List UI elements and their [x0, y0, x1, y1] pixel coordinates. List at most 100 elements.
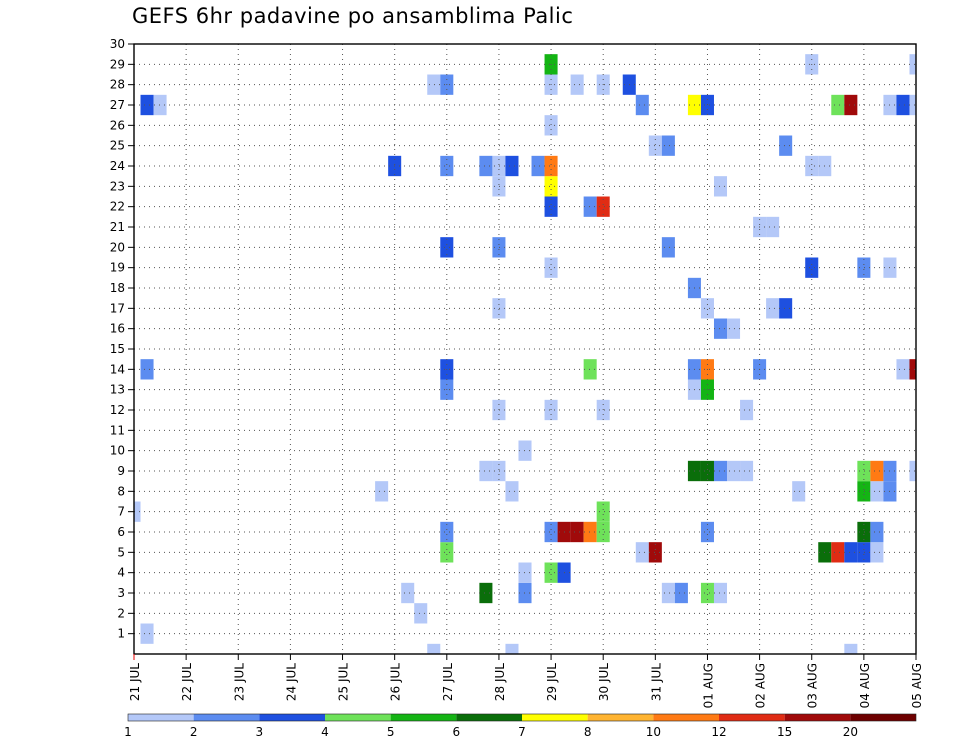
heatmap-cell [857, 542, 871, 563]
heatmap-cell [674, 582, 688, 604]
heatmap-cell [440, 155, 454, 177]
heatmap-cell [492, 176, 506, 197]
colorbar-tick-label: 12 [711, 725, 726, 739]
y-tick-label: 27 [110, 98, 125, 112]
heatmap-cell [896, 94, 910, 116]
y-tick-label: 16 [110, 322, 125, 336]
heatmap-cell [713, 318, 728, 339]
heatmap-cell [544, 562, 558, 583]
x-axis-tick-labels: 21 JUL 22 JUL 23 JUL 24 JUL 25 JUL 26 JUL 27 J… [128, 663, 924, 709]
heatmap-cell [661, 237, 675, 258]
y-tick-label: 21 [110, 220, 125, 234]
heatmap-cell [857, 257, 871, 278]
y-tick-label: 4 [117, 566, 125, 580]
heatmap-cell [140, 359, 154, 380]
x-tick-label: 01 AUG [701, 663, 715, 708]
x-tick-label: 28 JUL [493, 663, 507, 701]
y-tick-label: 19 [110, 261, 125, 275]
heatmap-cell [427, 74, 441, 95]
heatmap-cell [479, 155, 493, 177]
colorbar-tick-label: 4 [321, 725, 329, 739]
heatmap-cell [779, 298, 793, 319]
colorbar-tick-label: 5 [387, 725, 395, 739]
heatmap-cell [492, 460, 506, 482]
y-tick-label: 14 [110, 362, 125, 376]
grid-layer [134, 43, 916, 654]
colorbar-frame [127, 713, 917, 722]
chart-title: GEFS 6hr padavine po ansamblima Palic [132, 4, 574, 28]
heatmap-cell [831, 94, 845, 116]
heatmap-cell [140, 94, 154, 116]
x-tick-label: 24 JUL [284, 663, 298, 701]
heatmap-cell [479, 582, 493, 604]
colorbar-segment [390, 714, 457, 721]
heatmap-cell [440, 521, 454, 543]
heatmap-cell [857, 481, 871, 502]
heatmap-cell [857, 460, 871, 482]
x-tick-label: 05 AUG [910, 663, 924, 708]
heatmap-cell [401, 582, 415, 604]
y-tick-label: 3 [117, 586, 125, 600]
colorbar-tick-label: 10 [646, 725, 661, 739]
heatmap-cell [596, 501, 610, 522]
heatmap-cell [479, 460, 493, 482]
heatmap-cell [440, 542, 454, 563]
colorbar-segment [128, 714, 194, 721]
y-tick-label: 8 [117, 484, 125, 498]
x-tick-label: 31 JUL [649, 663, 663, 701]
heatmap-cell [700, 298, 714, 319]
colorbar: 1 2 3 4 5 6 7 8 10 12 15 20 [124, 713, 917, 739]
colorbar-segment [653, 714, 719, 721]
heatmap-cell [727, 318, 741, 339]
heatmap-cell [740, 399, 754, 421]
x-tick-label: 23 JUL [232, 663, 246, 701]
colorbar-tick-label: 7 [518, 725, 526, 739]
heatmap-cell [583, 359, 597, 380]
heatmap-cell [805, 257, 819, 278]
heatmap-cell [134, 501, 141, 522]
heatmap-cell [583, 521, 597, 543]
heatmap-cell [375, 481, 389, 502]
x-tick-label: 30 JUL [597, 663, 611, 701]
heatmap-cell [713, 460, 728, 482]
y-tick-label: 1 [117, 627, 125, 641]
heatmap-cell [544, 196, 558, 217]
x-tick-label: 27 JUL [441, 663, 455, 701]
heatmap-cell [661, 135, 675, 156]
heatmap-cell [870, 460, 884, 482]
heatmap-cell [727, 460, 741, 482]
x-tick-label: 26 JUL [389, 663, 403, 701]
y-tick-label: 13 [110, 383, 125, 397]
heatmap-cell [909, 460, 916, 482]
heatmap-cell [700, 521, 714, 543]
heatmap-cell [700, 460, 714, 482]
colorbar-tick-label: 8 [584, 725, 592, 739]
x-tick-label: 03 AUG [806, 663, 820, 708]
heatmap-cell [713, 176, 728, 197]
heatmap-cell [857, 521, 871, 543]
axis-ticks [128, 43, 917, 660]
colorbar-tick-label: 2 [190, 725, 198, 739]
heatmap-cell [831, 542, 845, 563]
x-tick-label: 21 JUL [128, 663, 142, 701]
heatmap-cell [596, 196, 610, 217]
y-tick-label: 18 [110, 281, 125, 295]
heatmap-cell [544, 257, 558, 278]
heatmap-cell [570, 74, 584, 95]
colorbar-tick-label: 1 [124, 725, 132, 739]
y-tick-label: 15 [110, 342, 125, 356]
y-tick-label: 25 [110, 139, 125, 153]
y-tick-label: 28 [110, 78, 125, 92]
colorbar-tick-label: 6 [453, 725, 461, 739]
y-tick-label: 17 [110, 301, 125, 315]
heatmap-cell [713, 582, 728, 604]
x-tick-label: 04 AUG [858, 663, 872, 708]
heatmap-cell [635, 94, 649, 116]
heatmap-cell [700, 582, 714, 604]
x-tick-label: 02 AUG [754, 663, 768, 708]
y-tick-label: 10 [110, 444, 125, 458]
heatmap-cell [870, 542, 884, 563]
colorbar-tick-label: 20 [843, 725, 858, 739]
y-tick-label: 12 [110, 403, 125, 417]
heatmap-cell [505, 643, 519, 654]
